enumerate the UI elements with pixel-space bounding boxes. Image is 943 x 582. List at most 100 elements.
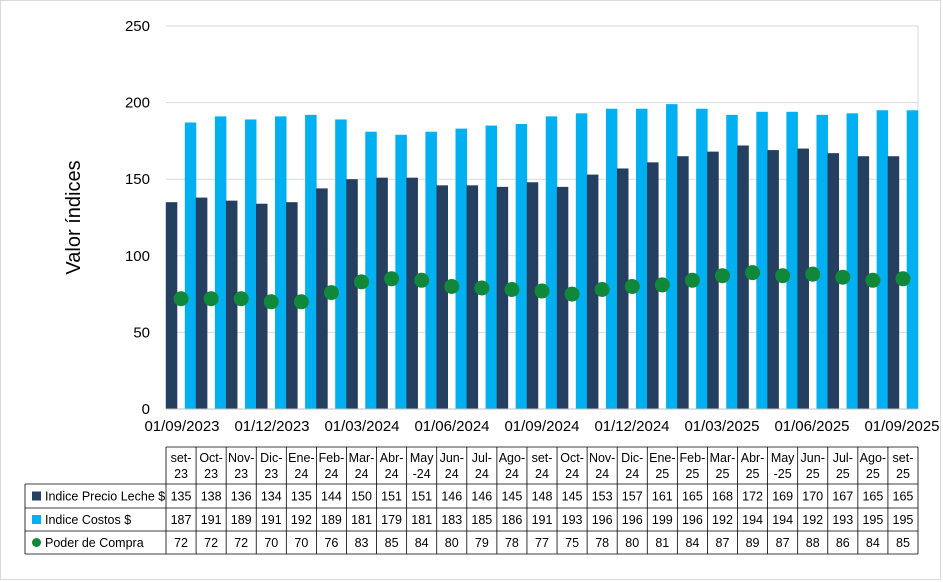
y-tick-label: 200	[125, 95, 150, 112]
table-value-cell: 196	[682, 513, 703, 527]
table-value-cell: 165	[862, 490, 883, 504]
table-row-label: Indice Costos $	[45, 513, 131, 527]
table-header-cell: Abr-	[380, 451, 404, 465]
x-date-tick-label: 01/09/2023	[144, 418, 219, 435]
table-value-cell: 191	[532, 513, 553, 527]
table-value-cell: 79	[475, 536, 489, 550]
marker-poder-compra	[835, 269, 851, 285]
table-header-cell: -25	[774, 467, 792, 481]
table-value-cell: 196	[592, 513, 613, 527]
table-header-cell: Jul-	[833, 451, 853, 465]
table-header-cell: Jul-	[472, 451, 492, 465]
table-value-cell: 195	[862, 513, 883, 527]
bar-costos	[184, 122, 197, 410]
table-header-cell: 25	[655, 467, 669, 481]
table-header-cell: Dic-	[621, 451, 643, 465]
x-axis-date-ticks: 01/09/2023 01/12/2023 01/03/2024 01/06/2024…	[144, 418, 939, 435]
table-value-cell: 181	[411, 513, 432, 527]
table-header-cell: 25	[866, 467, 880, 481]
table-value-cell: 150	[351, 490, 372, 504]
table-value-cell: 135	[171, 490, 192, 504]
table-value-cell: 151	[411, 490, 432, 504]
bar-precio-leche	[376, 177, 388, 409]
table-value-cell: 85	[896, 536, 910, 550]
y-tick-label: 100	[125, 248, 150, 265]
bar-costos	[846, 113, 859, 409]
table-value-cell: 70	[264, 536, 278, 550]
bar-precio-leche	[316, 188, 328, 409]
table-value-cell: 161	[652, 490, 673, 504]
table-value-cell: 187	[171, 513, 192, 527]
table-value-cell: 172	[742, 490, 763, 504]
bar-costos	[515, 124, 528, 409]
marker-poder-compra	[534, 283, 550, 299]
table-value-cell: 194	[772, 513, 793, 527]
table-header-cell: 24	[385, 467, 399, 481]
table-value-cell: 185	[471, 513, 492, 527]
table-value-cell: 138	[201, 490, 222, 504]
table-value-cell: 144	[321, 490, 342, 504]
table-value-cell: 170	[802, 490, 823, 504]
table-header-cell: Mar-	[349, 451, 375, 465]
table-value-cell: 192	[291, 513, 312, 527]
marker-poder-compra	[504, 282, 520, 298]
bar-precio-leche	[165, 202, 178, 409]
marker-poder-compra	[323, 285, 339, 301]
table-value-cell: 165	[893, 490, 914, 504]
y-tick-label: 250	[125, 18, 150, 35]
table-header-cell: Oct-	[560, 451, 584, 465]
table-header-cell: Nov-	[589, 451, 615, 465]
table-header-cell: set-	[171, 451, 192, 465]
bar-precio-leche	[586, 174, 599, 409]
table-header-cell: Abr-	[741, 451, 765, 465]
bar-costos	[395, 134, 407, 409]
marker-poder-compra	[714, 268, 730, 284]
x-date-tick-label: 01/12/2024	[594, 418, 669, 435]
table-value-cell: 146	[471, 490, 492, 504]
bar-costos	[696, 108, 708, 409]
bar-precio-leche	[857, 156, 870, 409]
table-header-cell: Feb-	[680, 451, 706, 465]
table-header-cell: 25	[746, 467, 760, 481]
bar-precio-leche	[195, 197, 208, 409]
table-value-cell: 134	[261, 490, 282, 504]
table-header-cell: Jun-	[801, 451, 825, 465]
table-header-cell: Feb-	[319, 451, 345, 465]
table-value-cell: 88	[806, 536, 820, 550]
table-value-cell: 193	[832, 513, 853, 527]
table-value-cell: 196	[622, 513, 643, 527]
table-header-cell: 24	[535, 467, 549, 481]
bar-precio-leche	[406, 177, 418, 409]
bar-costos	[365, 131, 377, 409]
table-value-cell: 193	[562, 513, 583, 527]
table-value-cell: 80	[445, 536, 459, 550]
table-header-cell: Ago-	[860, 451, 886, 465]
table-value-cell: 146	[441, 490, 462, 504]
table-header-cell: 24	[625, 467, 639, 481]
table-value-cell: 145	[562, 490, 583, 504]
marker-poder-compra	[594, 282, 610, 298]
marker-poder-compra	[775, 268, 791, 284]
bar-costos	[635, 108, 648, 409]
table-value-cell: 72	[174, 536, 188, 550]
bar-costos	[816, 114, 828, 409]
table-value-cell: 194	[742, 513, 763, 527]
table-header-cell: 23	[204, 467, 218, 481]
bar-precio-leche	[466, 185, 479, 409]
y-tick-label: 150	[125, 171, 150, 188]
y-tick-label: 50	[133, 324, 150, 341]
y-axis-label: Valor índices	[63, 160, 85, 274]
table-value-cell: 87	[716, 536, 730, 550]
table-value-cell: 148	[532, 490, 553, 504]
table-value-cell: 168	[712, 490, 733, 504]
table-value-cell: 179	[381, 513, 402, 527]
table-header-cell: 25	[716, 467, 730, 481]
marker-poder-compra	[263, 294, 279, 310]
data-table: set- 23 Oct- 23 Nov- 23 Dic- 23 Ene- 24 Feb- 24 Mar-…	[24, 446, 919, 555]
table-header-cell: 24	[294, 467, 308, 481]
table-header-cell: 25	[685, 467, 699, 481]
x-date-tick-label: 01/09/2025	[864, 418, 939, 435]
bar-costos	[275, 116, 287, 409]
table-value-cell: 72	[204, 536, 218, 550]
table-header-cell: May	[771, 451, 795, 465]
